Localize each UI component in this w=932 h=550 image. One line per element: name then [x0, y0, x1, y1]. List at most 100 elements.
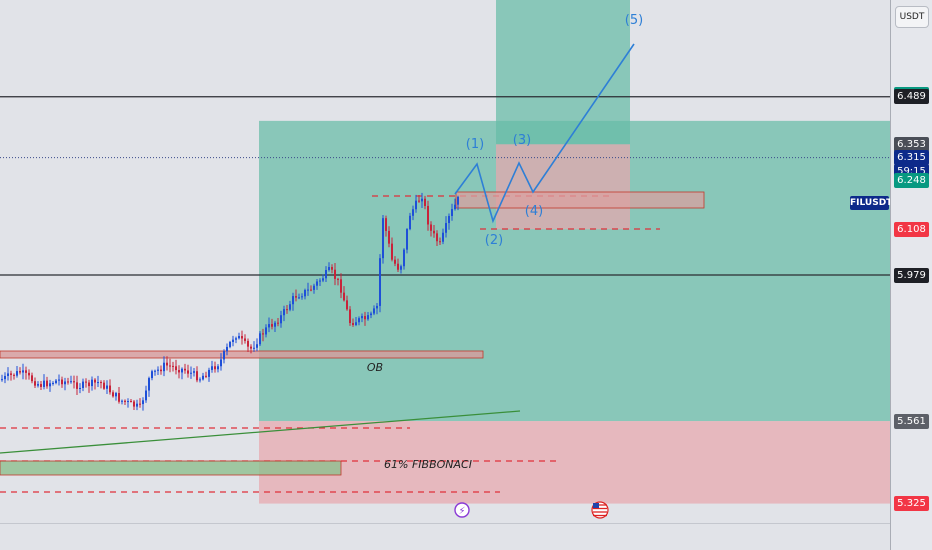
candle — [91, 379, 93, 387]
elliott-wave-path — [454, 43, 635, 224]
candle — [214, 366, 216, 370]
candle — [49, 383, 51, 387]
candle — [97, 382, 99, 384]
candle — [415, 200, 417, 210]
candle — [211, 366, 213, 370]
candle — [67, 381, 69, 383]
candle — [451, 209, 453, 216]
candle — [436, 233, 438, 242]
candle — [55, 380, 57, 383]
candle — [442, 232, 444, 242]
candle — [178, 370, 180, 373]
target-stop-zone — [496, 144, 630, 230]
order-block-box — [0, 350, 484, 359]
candle — [64, 381, 66, 385]
price-tag: 6.315 — [894, 150, 929, 166]
candle — [265, 327, 267, 335]
price-tag: 5.325 — [894, 496, 929, 512]
currency-button[interactable]: USDT — [895, 6, 929, 28]
candle — [187, 370, 189, 374]
candle — [376, 305, 378, 309]
candle — [382, 218, 384, 259]
candle — [130, 401, 132, 403]
candle — [70, 381, 72, 383]
target-profit-zone — [496, 0, 630, 145]
price-axis[interactable]: USDT 7.1406.4956.4896.3536.31559:156.248… — [890, 0, 932, 550]
candle — [190, 372, 192, 374]
candle — [226, 346, 228, 352]
candle — [142, 400, 144, 405]
candle — [103, 382, 105, 389]
resistance-box — [455, 191, 705, 209]
candle — [298, 297, 300, 299]
candle — [13, 374, 15, 376]
candle — [397, 263, 399, 270]
candle — [4, 375, 6, 380]
candle — [28, 372, 30, 376]
candle — [61, 379, 63, 385]
candle — [403, 249, 405, 267]
wave-label: (3) — [513, 133, 531, 148]
candle — [94, 379, 96, 383]
candle — [259, 333, 261, 345]
candle — [277, 322, 279, 324]
candle — [223, 351, 225, 360]
fibonacci-box — [0, 460, 342, 476]
candle — [424, 198, 426, 206]
candle — [133, 401, 135, 407]
candle — [115, 393, 117, 397]
wave-label: (1) — [466, 137, 484, 152]
candle — [196, 371, 198, 381]
candle — [367, 315, 369, 320]
candle — [112, 392, 114, 397]
candle — [106, 385, 108, 389]
symbol-label: FILUSDT — [850, 196, 893, 210]
candle — [319, 280, 321, 282]
ob-label: OB — [367, 361, 383, 374]
candle — [199, 379, 201, 381]
candle — [16, 371, 18, 376]
candle — [292, 296, 294, 305]
candle — [166, 362, 168, 366]
candle — [304, 289, 306, 297]
candle — [139, 403, 141, 405]
price-chart[interactable]: (1) (2) (3) (4) (5) OB 61% FIBBONACI ⚡ — [0, 0, 890, 550]
candle — [280, 315, 282, 324]
candle — [307, 289, 309, 291]
candle — [295, 296, 297, 298]
candle — [364, 316, 366, 320]
candle — [229, 341, 231, 347]
candle — [268, 324, 270, 328]
candle — [220, 359, 222, 367]
candle — [241, 336, 243, 339]
wave-label: (2) — [485, 233, 503, 248]
candle — [154, 370, 156, 372]
candle — [175, 366, 177, 371]
candle — [256, 344, 258, 348]
svg-text:⚡: ⚡ — [458, 506, 465, 517]
time-axis[interactable] — [0, 523, 890, 550]
candle — [328, 267, 330, 271]
candle — [361, 316, 363, 319]
candle — [421, 198, 423, 202]
candle — [232, 339, 234, 342]
candle — [76, 382, 78, 389]
candle — [334, 269, 336, 279]
chart-area[interactable]: (1) (2) (3) (4) (5) OB 61% FIBBONACI ⚡ — [0, 0, 890, 550]
candle — [157, 369, 159, 371]
candle — [172, 365, 174, 367]
candle — [127, 401, 129, 403]
candle — [325, 270, 327, 279]
wave-label: (5) — [625, 13, 643, 28]
candle — [121, 400, 123, 402]
candle — [394, 259, 396, 264]
candle — [370, 313, 372, 316]
candle — [148, 378, 150, 391]
candle — [385, 218, 387, 231]
candle — [406, 229, 408, 250]
candle — [283, 309, 285, 316]
price-tag: 5.979 — [894, 267, 929, 283]
candle — [349, 309, 351, 324]
candle — [379, 258, 381, 306]
price-tag: 6.353 — [894, 136, 929, 152]
